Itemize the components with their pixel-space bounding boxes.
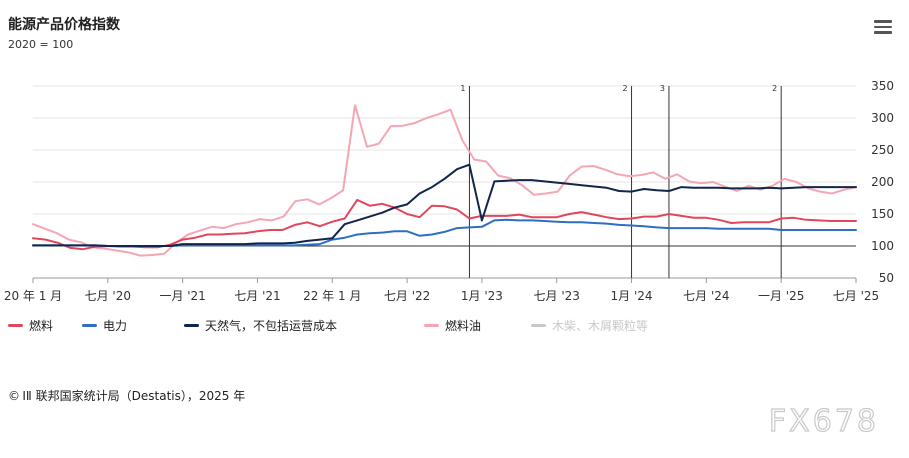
- y-tick-label: 150: [871, 207, 894, 221]
- x-tick-label: 七月 '20: [85, 289, 131, 303]
- y-tick-label: 350: [871, 79, 894, 93]
- x-tick-label: 一月 '25: [758, 289, 804, 303]
- x-tick-label: 1月 '24: [611, 289, 653, 303]
- y-tick-label: 200: [871, 175, 894, 189]
- annotation-label: 1: [460, 84, 465, 93]
- x-tick-label: 一月 '21: [159, 289, 205, 303]
- y-tick-label: 50: [879, 271, 894, 285]
- series-line: [32, 104, 857, 257]
- legend-swatch: [531, 324, 546, 327]
- legend-label: 天然气，不包括运营成本: [205, 319, 338, 333]
- legend-item[interactable]: 天然气，不包括运营成本: [184, 317, 337, 334]
- chart-subtitle: 2020 = 100: [8, 38, 74, 51]
- x-tick-label: 1月 '23: [461, 289, 503, 303]
- series-line: [32, 198, 857, 251]
- legend-item[interactable]: 电力: [82, 317, 127, 334]
- source-credit: © ⅠⅡ 联邦国家统计局（Destatis），2025 年: [8, 389, 246, 403]
- x-tick-label: 七月 '22: [384, 289, 430, 303]
- legend-label: 燃料: [29, 319, 54, 333]
- menu-icon-bar: [874, 31, 892, 34]
- y-tick-label: 100: [871, 239, 894, 253]
- legend-swatch: [82, 324, 97, 327]
- series-line: [32, 163, 857, 247]
- legend-swatch: [184, 324, 199, 327]
- page-title: 能源产品价格指数: [8, 17, 120, 33]
- x-tick-label: 20 年 1 月: [4, 289, 62, 303]
- chart-legend: 燃料 电力 天然气，不包括运营成本 燃料油 木柴、木屑颗粒等: [0, 317, 909, 337]
- chart-menu-button[interactable]: [874, 20, 892, 34]
- legend-label: 木柴、木屑颗粒等: [552, 319, 649, 333]
- x-tick-label: 七月 '25: [833, 289, 879, 303]
- legend-label: 燃料油: [445, 319, 482, 333]
- legend-swatch: [424, 324, 439, 327]
- y-tick-label: 250: [871, 143, 894, 157]
- legend-label: 电力: [103, 319, 128, 333]
- legend-item[interactable]: 燃料油: [424, 317, 481, 334]
- x-tick-label: 七月 '24: [683, 289, 729, 303]
- legend-swatch: [8, 324, 23, 327]
- annotation-label: 2: [772, 84, 777, 93]
- chart-plot: 50 100 150 200 250 300 350 20 年 1 月 七月 '20 一月 '21…: [4, 79, 894, 303]
- legend-item[interactable]: 燃料: [8, 317, 53, 334]
- watermark-logo: FX678: [768, 403, 879, 439]
- menu-icon-bar: [874, 25, 892, 28]
- x-tick-label: 22 年 1 月: [303, 289, 361, 303]
- annotation-label: 2: [622, 84, 627, 93]
- annotation-label: 3: [660, 84, 665, 93]
- y-tick-label: 300: [871, 111, 894, 125]
- legend-item[interactable]: 木柴、木屑颗粒等: [531, 317, 648, 334]
- x-tick-label: 七月 '23: [534, 289, 580, 303]
- x-tick-label: 七月 '21: [234, 289, 280, 303]
- menu-icon-bar: [874, 20, 892, 23]
